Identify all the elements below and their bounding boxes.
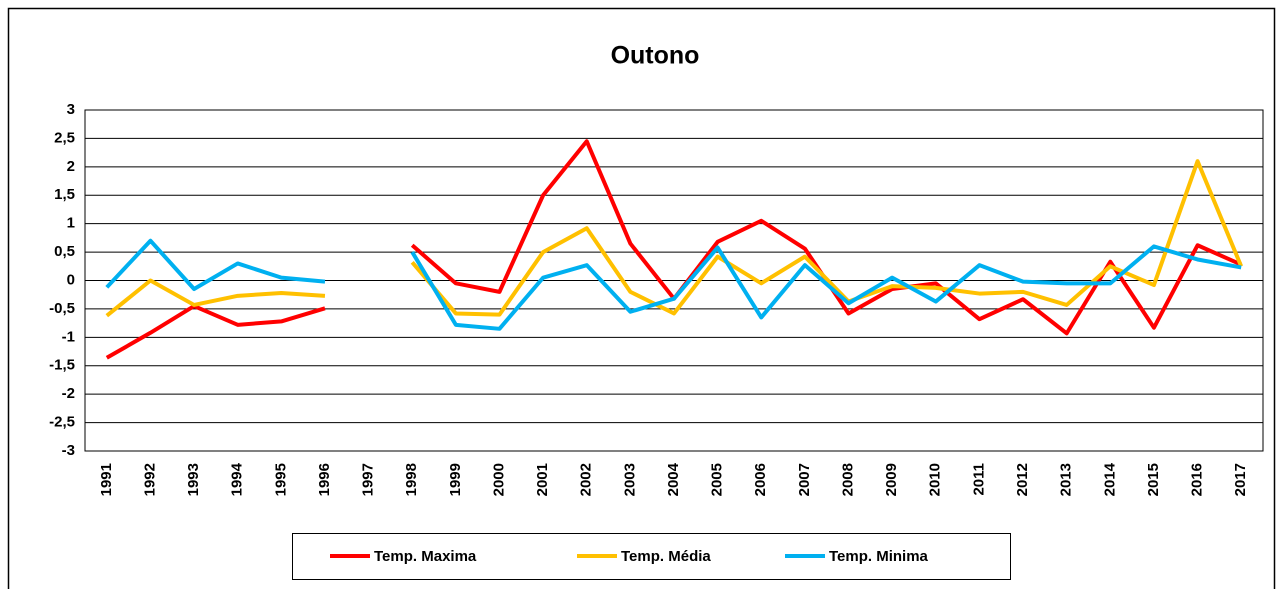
legend-label: Temp. Média — [621, 548, 711, 565]
y-tick-label: -1 — [62, 328, 75, 345]
legend-label: Temp. Maxima — [374, 548, 477, 565]
x-tick-label: 1991 — [98, 463, 115, 496]
x-tick-label: 2016 — [1189, 463, 1206, 496]
x-tick-label: 1994 — [229, 462, 246, 496]
x-tick-label: 2013 — [1058, 463, 1075, 496]
x-tick-label: 2008 — [839, 463, 856, 496]
y-tick-label: 0,5 — [54, 243, 75, 260]
y-tick-label: -3 — [62, 442, 75, 459]
y-tick-label: 0 — [67, 271, 75, 288]
x-tick-label: 1997 — [360, 463, 377, 496]
x-tick-label: 2014 — [1101, 462, 1118, 496]
legend — [292, 533, 1011, 580]
y-tick-label: 3 — [67, 101, 75, 118]
x-tick-label: 1993 — [185, 463, 202, 496]
x-tick-label: 2011 — [970, 463, 987, 496]
plot-border — [84, 109, 1264, 452]
series-line — [105, 238, 1242, 331]
x-tick-label: 2000 — [490, 463, 507, 496]
x-tick-label: 1999 — [447, 463, 464, 496]
x-tick-label: 2006 — [752, 463, 769, 496]
chart-title: Outono — [611, 42, 700, 70]
x-tick-label: 2012 — [1014, 463, 1031, 496]
x-tick-label: 2017 — [1232, 463, 1249, 496]
y-tick-label: 2 — [67, 158, 75, 175]
y-tick-label: 1 — [67, 215, 75, 232]
y-tick-label: -1,5 — [49, 357, 75, 374]
y-tick-label: 2,5 — [54, 129, 75, 146]
legend-label: Temp. Minima — [829, 548, 929, 565]
y-tick-label: -2 — [62, 385, 75, 402]
x-tick-label: 1992 — [141, 463, 158, 496]
x-tick-label: 2003 — [621, 463, 638, 496]
x-tick-label: 2009 — [883, 463, 900, 496]
x-tick-label: 2007 — [796, 463, 813, 496]
x-tick-label: 2004 — [665, 462, 682, 496]
y-tick-label: -0,5 — [49, 300, 75, 317]
y-tick-label: 1,5 — [54, 186, 75, 203]
series-line — [105, 159, 1244, 318]
x-tick-label: 1995 — [272, 463, 289, 496]
x-tick-label: 1996 — [316, 463, 333, 496]
x-tick-label: 2005 — [709, 463, 726, 496]
y-tick-label: -2,5 — [49, 414, 75, 431]
x-tick-label: 1998 — [403, 463, 420, 496]
x-tick-label: 2015 — [1145, 463, 1162, 496]
x-tick-label: 2001 — [534, 463, 551, 496]
x-tick-label: 2010 — [927, 463, 944, 496]
x-tick-label: 2002 — [578, 463, 595, 496]
